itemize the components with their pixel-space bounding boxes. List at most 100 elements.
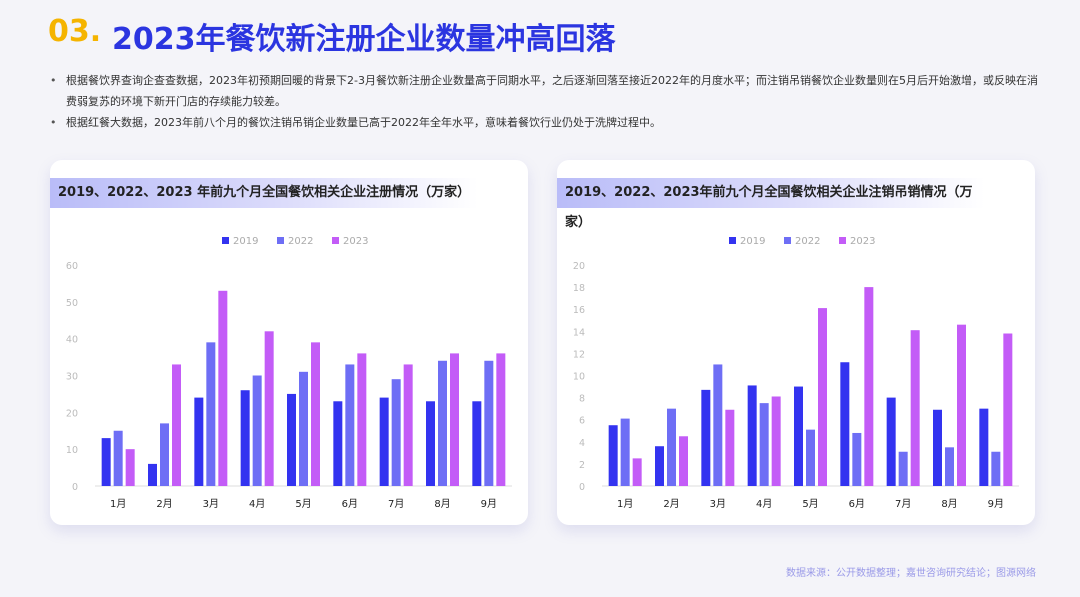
bar-2019-1 [608, 425, 618, 486]
legend: 2019 2022 2023 [222, 236, 368, 247]
legend-label-2022: 2022 [795, 236, 820, 247]
y-tick-label: 60 [66, 261, 78, 272]
x-tick-label: 3月 [710, 498, 726, 510]
chart-title: 2019、2022、2023 年前九个月全国餐饮相关企业注册情况（万家） [50, 178, 478, 208]
y-tick-label: 6 [579, 416, 585, 427]
bar-2022-4 [252, 375, 262, 486]
registrations-bar-chart: 2019 2022 2023 0 10 20 30 40 50 60 1月 2月 3月 4月 5月 6月 7月 8… [66, 236, 512, 510]
bar-2023-8 [450, 353, 459, 486]
legend-swatch-2023 [332, 237, 339, 244]
cancellations-bar-chart: 2019 2022 2023 0 2 4 6 8 10 12 14 16 18 20 1月 2月 3月 4月 5月 6… [573, 236, 1019, 510]
bar-2022-3 [206, 342, 216, 486]
x-tick-label: 1月 [617, 498, 633, 510]
bar-2022-8 [438, 360, 447, 486]
bar-2023-9 [1003, 333, 1013, 486]
bar-2022-5 [299, 371, 308, 486]
y-tick-label: 4 [579, 438, 585, 449]
y-tick-label: 2 [579, 460, 585, 471]
bar-2019-6 [840, 362, 850, 486]
legend-swatch-2022 [277, 237, 284, 244]
bar-2022-6 [852, 432, 862, 486]
bar-2019-4 [240, 390, 250, 486]
bar-2023-1 [632, 458, 642, 486]
bar-2019-8 [426, 401, 435, 486]
x-tick-label: 9月 [481, 498, 497, 510]
y-tick-label: 18 [573, 283, 585, 294]
bar-2022-1 [620, 418, 630, 486]
bar-2023-5 [818, 308, 827, 486]
bar-2019-4 [747, 385, 757, 486]
bar-2022-1 [113, 430, 123, 486]
chart-card-cancellations: 2019、2022、2023年前九个月全国餐饮相关企业注销吊销情况（万家） 20… [557, 160, 1035, 525]
bar-2023-1 [125, 449, 135, 486]
legend-label-2022: 2022 [288, 236, 313, 247]
bar-2023-7 [910, 330, 920, 486]
bar-2022-8 [945, 447, 954, 486]
bar-2023-6 [864, 287, 874, 486]
bar-2023-6 [357, 353, 367, 486]
y-tick-label: 50 [66, 298, 78, 309]
bullet-item: 根据红餐大数据，2023年前八个月的餐饮注销吊销企业数量已高于2022年全年水平… [48, 112, 1038, 133]
chart-card-registrations: 2019、2022、2023 年前九个月全国餐饮相关企业注册情况（万家） 201… [50, 160, 528, 525]
bar-2019-5 [287, 393, 296, 486]
y-tick-label: 8 [579, 394, 585, 405]
bar-2022-5 [806, 429, 815, 486]
legend-label-2019: 2019 [740, 236, 765, 247]
legend-label-2019: 2019 [233, 236, 258, 247]
bar-2019-1 [101, 438, 111, 486]
bar-2022-6 [345, 364, 355, 486]
legend-label-2023: 2023 [343, 236, 368, 247]
legend-label-2023: 2023 [850, 236, 875, 247]
bar-2023-4 [771, 396, 781, 486]
chart-title: 2019、2022、2023年前九个月全国餐饮相关企业注销吊销情况（万家） [557, 178, 985, 230]
data-source: 数据来源：公开数据整理；嘉世咨询研究结论；图源网络 [786, 568, 1036, 579]
bar-2022-4 [759, 403, 769, 486]
bar-2019-7 [886, 397, 896, 486]
y-tick-label: 0 [579, 482, 585, 493]
x-tick-label: 3月 [203, 498, 219, 510]
bar-2022-7 [391, 379, 401, 486]
bar-2019-6 [333, 401, 343, 486]
page-title: 2023年餐饮新注册企业数量冲高回落 [112, 22, 616, 57]
x-tick-label: 5月 [295, 498, 311, 510]
legend: 2019 2022 2023 [729, 236, 875, 247]
x-tick-label: 6月 [849, 498, 865, 510]
y-tick-label: 20 [573, 261, 585, 272]
bullet-list: 根据餐饮界查询企查查数据，2023年初预期回暖的背景下2-3月餐饮新注册企业数量… [48, 70, 1038, 133]
bar-2022-7 [898, 451, 908, 486]
bar-2023-2 [172, 364, 181, 486]
y-tick-label: 16 [573, 305, 585, 316]
bar-2019-8 [933, 409, 942, 486]
bar-2019-3 [194, 397, 204, 486]
bar-2023-7 [403, 364, 413, 486]
bar-2022-9 [484, 360, 494, 486]
bar-2019-5 [794, 386, 803, 486]
bar-2023-5 [311, 342, 320, 486]
bar-2022-3 [713, 364, 723, 486]
x-tick-label: 9月 [988, 498, 1004, 510]
y-tick-label: 10 [573, 372, 585, 383]
x-tick-label: 2月 [156, 498, 172, 510]
bar-2023-4 [264, 331, 274, 486]
bar-2023-2 [679, 436, 688, 486]
bar-2023-3 [725, 409, 735, 486]
x-tick-label: 6月 [342, 498, 358, 510]
bullet-item: 根据餐饮界查询企查查数据，2023年初预期回暖的背景下2-3月餐饮新注册企业数量… [48, 70, 1038, 112]
y-tick-label: 30 [66, 372, 78, 383]
x-tick-label: 5月 [802, 498, 818, 510]
y-tick-label: 10 [66, 445, 78, 456]
y-tick-label: 40 [66, 335, 78, 346]
bar-2023-8 [957, 324, 966, 486]
legend-swatch-2019 [729, 237, 736, 244]
x-tick-label: 1月 [110, 498, 126, 510]
x-tick-label: 7月 [388, 498, 404, 510]
x-tick-label: 8月 [434, 498, 450, 510]
bar-2019-2 [655, 446, 664, 486]
bar-2022-2 [667, 408, 676, 486]
bar-2019-7 [379, 397, 389, 486]
section-number: 03. [48, 14, 102, 49]
bar-2019-9 [979, 408, 989, 486]
x-tick-label: 7月 [895, 498, 911, 510]
y-tick-label: 12 [573, 349, 585, 360]
bar-2023-9 [496, 353, 506, 486]
